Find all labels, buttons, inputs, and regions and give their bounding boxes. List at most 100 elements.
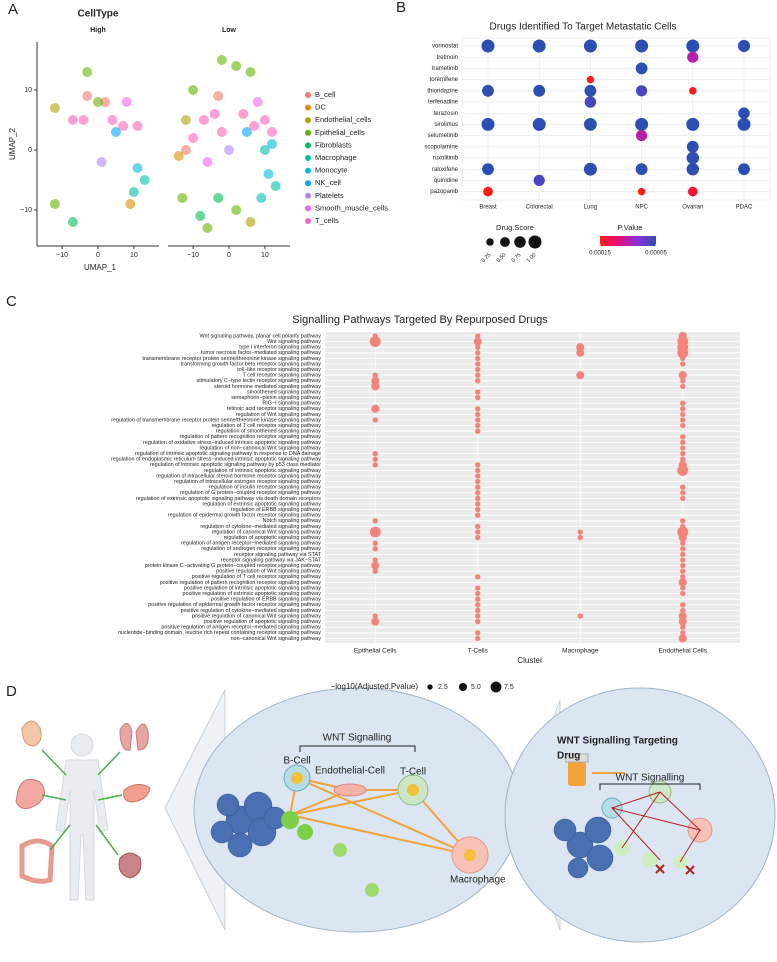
drug-dot bbox=[737, 39, 751, 53]
drug-dot bbox=[737, 117, 751, 131]
y-tick-label: thioridazine bbox=[427, 88, 458, 94]
pathway-dot bbox=[372, 372, 378, 378]
pathway-dot bbox=[576, 371, 585, 380]
legend-size bbox=[458, 682, 468, 692]
cell-cloud bbox=[256, 193, 267, 203]
pathway-dot bbox=[475, 596, 481, 602]
y-tick-label: vorinostat bbox=[432, 44, 458, 50]
x-tick-label: NPC bbox=[635, 205, 648, 211]
y-tick-label: smoothened signaling pathway bbox=[247, 389, 321, 395]
legend-label: 0.50 bbox=[496, 252, 508, 264]
cell-cloud bbox=[121, 97, 132, 107]
pathway-dot bbox=[680, 546, 686, 552]
pathway-dot bbox=[680, 551, 686, 558]
pathway-dot bbox=[475, 411, 481, 418]
pathway-dot bbox=[475, 635, 481, 642]
pathway-dot bbox=[677, 347, 689, 359]
y-tick-label: regulation of intrinsic apoptotic signal… bbox=[150, 462, 321, 468]
pathway-dot bbox=[680, 400, 686, 406]
x-axis-label: Cluster bbox=[517, 656, 543, 665]
cell-cloud bbox=[259, 115, 270, 125]
pathway-dot bbox=[475, 422, 481, 429]
pathway-dot bbox=[475, 512, 481, 518]
pathway-dot bbox=[475, 590, 481, 597]
legend-swatch bbox=[305, 92, 311, 98]
pathway-dot bbox=[475, 506, 481, 513]
cell-cloud bbox=[180, 115, 191, 125]
legend-label: 0.25 bbox=[481, 252, 493, 264]
pathway-dot bbox=[372, 568, 378, 574]
cell-cloud bbox=[67, 217, 78, 227]
drug-dot bbox=[482, 163, 494, 176]
pathway-dot bbox=[475, 490, 481, 496]
pathway-dot bbox=[680, 484, 686, 490]
pathway-dot bbox=[475, 585, 481, 591]
pathway-dot bbox=[576, 348, 585, 357]
drug-dot bbox=[686, 140, 699, 153]
cell-cloud bbox=[128, 187, 139, 197]
y-tick-label: receptor signaling pathway via JAK−STAT bbox=[221, 557, 322, 563]
tumor bbox=[210, 791, 614, 879]
y-tick-label: positive regulation of T cell receptor s… bbox=[192, 574, 322, 580]
y-tick-label: tretinoin bbox=[437, 55, 458, 61]
y-tick-label: non−canonical Wnt signaling pathway bbox=[231, 636, 322, 642]
drug-dot bbox=[686, 151, 700, 165]
y-tick-label: regulation of transmembrane receptor pro… bbox=[111, 417, 321, 423]
pathway-dot bbox=[475, 630, 481, 636]
cell-cloud bbox=[245, 67, 256, 77]
legend-title: Drug.Score bbox=[496, 223, 534, 232]
cell-cloud bbox=[270, 181, 281, 191]
legend-label: DC bbox=[315, 103, 326, 112]
pathway-dot bbox=[475, 484, 481, 490]
legend-swatch bbox=[305, 180, 311, 187]
pathway-dot bbox=[475, 344, 481, 350]
cell-cloud bbox=[267, 139, 278, 149]
y-tick-label: regulation of non−canonical Wnt signalin… bbox=[199, 445, 321, 451]
y-tick-label: type I interferon signaling pathway bbox=[239, 345, 321, 351]
y-tick-label: regulation of ERBB signaling pathway bbox=[231, 507, 322, 513]
pathway-dot bbox=[372, 462, 378, 468]
cell-cloud bbox=[180, 145, 191, 155]
y-tick-label: toremifene bbox=[430, 77, 459, 83]
y-tick-label: positive regulation of canonical Wnt sig… bbox=[192, 613, 321, 619]
y-tick-label: regulation of extrinsic apoptotic signal… bbox=[202, 501, 321, 507]
drug-dot bbox=[482, 84, 494, 97]
cell-cloud bbox=[249, 121, 260, 131]
cell-cloud bbox=[67, 115, 78, 125]
chart-title: Drugs Identified To Target Metastatic Ce… bbox=[490, 22, 677, 33]
pathway-dot bbox=[475, 333, 481, 339]
legend-swatch bbox=[305, 192, 311, 199]
legend-size bbox=[514, 236, 526, 248]
y-tick-label: regulation of apoptotic signaling pathwa… bbox=[224, 535, 322, 541]
pathway-dot bbox=[475, 366, 481, 373]
drug-dot bbox=[583, 162, 597, 176]
y-tick-label: transmembrane receptor protein serine/th… bbox=[142, 356, 321, 362]
x-tick-label: 10 bbox=[261, 252, 269, 259]
x-tick-label: 0 bbox=[96, 252, 100, 259]
pathway-dot bbox=[680, 495, 686, 502]
drug-dot bbox=[635, 129, 648, 142]
pathway-dot bbox=[680, 456, 686, 462]
pathway-dot bbox=[680, 574, 686, 580]
facet-label: High bbox=[90, 27, 106, 34]
panel-label: C bbox=[6, 293, 17, 310]
drug-dot bbox=[689, 87, 697, 95]
pathway-dot bbox=[371, 382, 380, 391]
drug-dot bbox=[738, 163, 750, 176]
y-tick-label: pazopanib bbox=[430, 189, 458, 195]
pathway-dot bbox=[680, 417, 686, 423]
x-tick-label: Breast bbox=[479, 205, 497, 211]
y-tick-label: toll−like receptor signaling pathway bbox=[237, 367, 321, 373]
pathway-dot bbox=[680, 378, 686, 384]
drug-dot bbox=[483, 186, 493, 197]
y-tick-label: terfenadine bbox=[428, 100, 459, 106]
legend-size bbox=[490, 681, 502, 693]
pathway-dot bbox=[680, 624, 686, 630]
legend-size bbox=[427, 684, 433, 690]
y-tick-label: receptor signaling pathway via STAT bbox=[234, 552, 322, 558]
cell-cloud bbox=[132, 163, 143, 173]
y-tick-label: stimulatory C−type lectin receptor signa… bbox=[197, 378, 322, 384]
pathway-dot bbox=[680, 490, 686, 496]
pathway-dot bbox=[475, 574, 481, 580]
y-tick-label: positive regulation of Wnt signaling pat… bbox=[216, 569, 321, 575]
